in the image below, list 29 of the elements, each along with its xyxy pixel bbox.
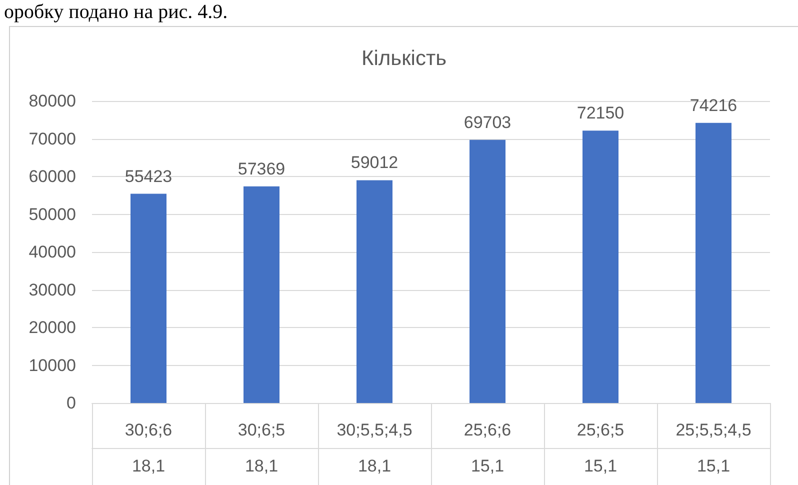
bar bbox=[130, 194, 166, 403]
data-label: 57369 bbox=[238, 159, 286, 178]
x-tick-label: 25;6;6 15,1 bbox=[464, 420, 512, 476]
text: оробку подано на рис. 4.9. bbox=[4, 0, 228, 24]
y-tick-label: 50000 bbox=[28, 204, 76, 224]
x-tick-label: 30;6;5 18,1 bbox=[238, 420, 286, 476]
x-tick-label: 30;6;6 18,1 bbox=[124, 420, 172, 476]
data-label: 72150 bbox=[576, 104, 624, 123]
x-tick-label: 25;6;5 15,1 bbox=[576, 420, 624, 476]
y-tick-label: 40000 bbox=[28, 242, 76, 262]
bar bbox=[582, 130, 618, 403]
bar bbox=[470, 140, 506, 403]
y-tick-label: 80000 bbox=[28, 92, 76, 110]
data-label: 59012 bbox=[350, 153, 398, 172]
y-tick-label: 20000 bbox=[28, 318, 76, 337]
bar bbox=[244, 186, 280, 403]
bar bbox=[356, 180, 392, 403]
y-tick-label: 30000 bbox=[28, 280, 76, 300]
y-tick-label: 10000 bbox=[28, 356, 76, 375]
x-tick-label: 25;5,5;4,5 15,1 bbox=[676, 420, 752, 476]
bar bbox=[696, 122, 732, 403]
chart-title: Кількість bbox=[361, 47, 447, 70]
x-tick-label: 30;5,5;4,5 18,1 bbox=[336, 420, 412, 476]
data-label: 69703 bbox=[464, 112, 512, 132]
y-tick-label: 60000 bbox=[28, 167, 76, 186]
data-label: 55423 bbox=[124, 166, 172, 186]
data-label: 74216 bbox=[690, 96, 738, 115]
y-tick-label: 0 bbox=[66, 394, 76, 412]
y-tick-label: 70000 bbox=[28, 129, 76, 148]
